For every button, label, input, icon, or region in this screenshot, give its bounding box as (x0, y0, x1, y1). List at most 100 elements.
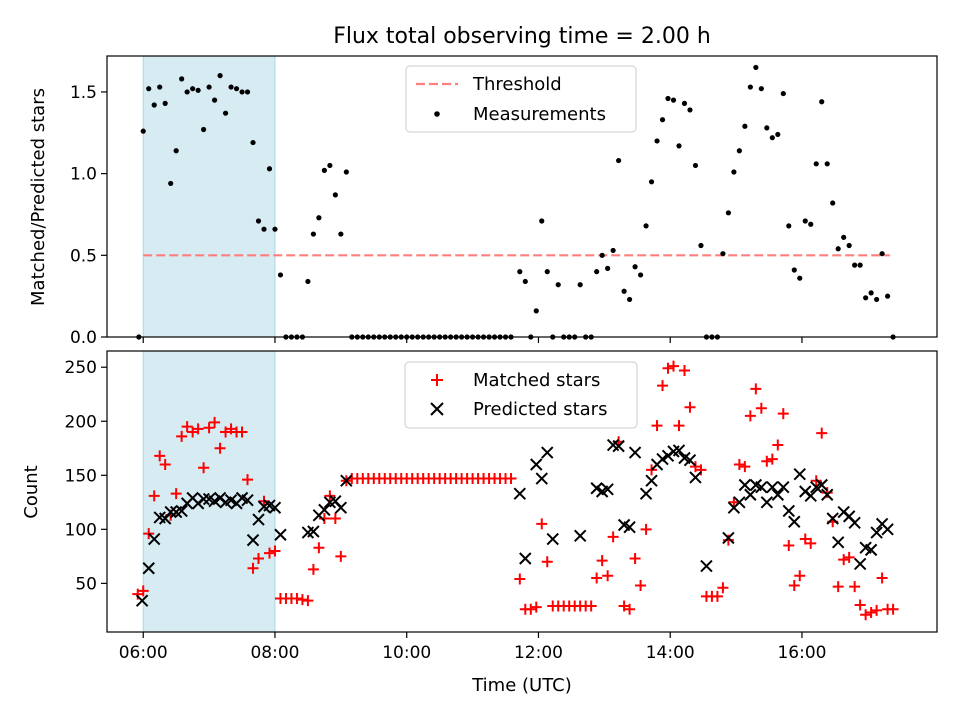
matched-stars-point (525, 603, 537, 615)
count-y-axis-label: Count (21, 465, 42, 518)
measurements-point (539, 218, 545, 224)
measurements-point (626, 296, 633, 303)
matched-stars-point (805, 537, 817, 549)
measurements-point (643, 223, 649, 229)
matched-stars-point (657, 380, 669, 392)
matched-stars-point (761, 455, 773, 467)
matched-stars-point (247, 562, 259, 574)
legend-predicted-label: Predicted stars (473, 399, 607, 420)
measurements-point (228, 84, 234, 90)
matched-stars-point (514, 573, 526, 585)
measurements-point (797, 275, 803, 281)
matched-stars-point (695, 464, 707, 476)
predicted-stars-point (804, 489, 817, 503)
measurements-point (310, 231, 317, 237)
observing-window-span (142, 350, 276, 633)
measurements-point (250, 139, 256, 146)
matched-stars-point (635, 580, 647, 592)
measurements-point (338, 231, 344, 237)
predicted-stars-point (241, 493, 254, 507)
matched-stars-point (668, 360, 680, 372)
predicted-stars-point (826, 512, 839, 525)
measurements-point (190, 86, 196, 92)
measurements-point (846, 242, 852, 249)
matched-stars-point (596, 555, 608, 567)
measurements-point (206, 84, 212, 90)
matched-stars-point (640, 523, 652, 535)
matched-stars-point (253, 553, 265, 565)
measurements-point (140, 128, 146, 134)
matched-stars-point (794, 570, 806, 582)
matched-stars-point (739, 461, 751, 473)
predicted-stars-point (623, 520, 636, 534)
matched-stars-point (302, 595, 314, 607)
measurements-point (819, 99, 825, 105)
measurements-point (698, 242, 704, 249)
count-plot-frame (106, 350, 938, 633)
x-tick-label: 10:00 (382, 643, 431, 663)
measurements-point (343, 169, 349, 175)
predicted-stars-point (881, 523, 894, 536)
measurements-point (868, 290, 874, 296)
predicted-stars-point (831, 536, 845, 549)
matched-stars-point (607, 531, 619, 543)
predicted-stars-point (821, 488, 834, 501)
y-tick-label: 200 (65, 412, 97, 432)
predicted-stars-point (848, 516, 861, 530)
matched-stars-point (307, 563, 319, 575)
matched-stars-point (313, 542, 325, 554)
matched-stars-point (585, 600, 597, 612)
measurements-point (321, 167, 327, 173)
matched-stars-point (159, 458, 171, 470)
measurements-point (261, 226, 267, 232)
matched-stars-point (838, 554, 850, 566)
matched-stars-point (860, 609, 872, 621)
y-tick-label: 0.5 (70, 246, 97, 266)
matched-stars-point (137, 585, 149, 597)
measurements-point (233, 86, 240, 92)
legend-threshold-label: Threshold (472, 74, 562, 95)
y-tick-label: 100 (65, 520, 97, 540)
predicted-stars-point (645, 474, 658, 487)
measurements-point (621, 288, 627, 294)
measurements-point (277, 272, 284, 278)
measurements-point (659, 117, 666, 123)
y-tick-label: 1.0 (70, 165, 97, 185)
matched-stars-point (536, 518, 548, 530)
matched-stars-point (777, 408, 789, 420)
measurements-point (808, 221, 814, 227)
predicted-stars-point (738, 478, 752, 492)
matched-stars-point (530, 601, 542, 613)
legend-matched-label: Matched stars (473, 370, 600, 391)
matched-stars-point (876, 572, 888, 584)
matched-stars-point (744, 410, 756, 422)
matched-stars-point (832, 581, 844, 593)
measurements-point (687, 107, 693, 113)
measurements-point (255, 218, 262, 224)
measurements-point (824, 161, 830, 167)
measurements-point (305, 278, 311, 285)
predicted-stars-point (766, 480, 779, 494)
measurements-point (670, 97, 677, 103)
predicted-stars-point (513, 487, 527, 500)
matched-stars-point (854, 599, 866, 611)
measurements-point (835, 246, 841, 252)
matched-stars-point (766, 453, 778, 465)
y-tick-label: 250 (65, 358, 97, 378)
measurements-point (605, 265, 611, 271)
measurements-point (217, 73, 223, 79)
measurements-point (736, 148, 742, 154)
matched-stars-point (624, 603, 636, 615)
matched-stars-point (154, 450, 166, 462)
x-tick-label: 12:00 (514, 643, 563, 663)
y-tick-label: 0.0 (70, 328, 97, 348)
measurements-point (648, 179, 655, 185)
measurements-point (168, 180, 174, 187)
matched-stars-point (263, 547, 275, 559)
matched-stars-point (629, 553, 641, 565)
ratio-y-axis-label: Matched/Predicted stars (28, 88, 49, 306)
measurements-point (841, 234, 847, 240)
predicted-stars-point (252, 513, 265, 526)
measurements-point (533, 308, 539, 314)
